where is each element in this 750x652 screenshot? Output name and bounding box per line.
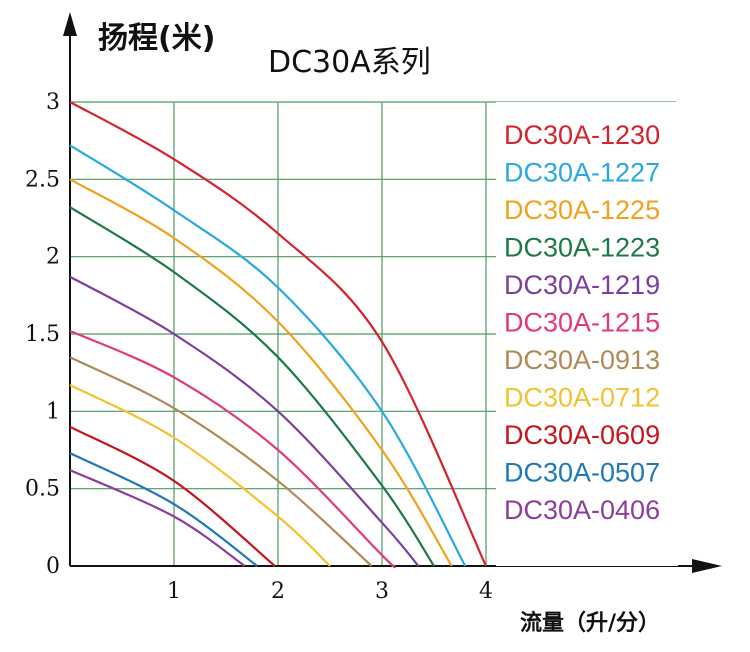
x-tick-label: 2 (271, 579, 285, 604)
series-line (69, 329, 396, 569)
y-tick-label: 0.5 (25, 477, 60, 502)
legend-entry: DC30A-1230 (504, 120, 660, 150)
series-line (69, 452, 258, 567)
series-line (69, 469, 246, 567)
legend-entry: DC30A-0609 (504, 420, 660, 450)
legend-entry: DC30A-1215 (504, 308, 660, 338)
series-line (69, 206, 435, 567)
legend-entry: DC30A-1223 (504, 233, 660, 263)
series-line (69, 275, 420, 567)
series-line (69, 144, 467, 567)
legend-entry: DC30A-1219 (504, 270, 660, 300)
legend-entry: DC30A-1227 (504, 158, 660, 188)
y-tick-label: 1.5 (25, 322, 60, 347)
y-axis-label: 扬程(米) (98, 21, 215, 56)
series-curves (69, 101, 487, 569)
legend-entry: DC30A-0712 (504, 383, 660, 413)
y-tick-label: 0 (46, 554, 60, 579)
series-line (69, 356, 373, 567)
y-axis-arrow-icon (63, 12, 77, 36)
y-tick-label: 2.5 (25, 167, 60, 192)
chart-title: DC30A系列 (268, 45, 431, 80)
legend-background (496, 102, 678, 566)
series-line (69, 178, 453, 567)
tick-labels: 1 2 3 4 0 0.5 1 1.5 2 2.5 3 (25, 90, 493, 604)
legend-entry: DC30A-0406 (504, 495, 660, 525)
legend: DC30A-1230 DC30A-1227 DC30A-1225 DC30A-1223… (504, 120, 660, 525)
y-tick-label: 3 (46, 90, 60, 115)
x-axis-label: 流量（升/分） (520, 610, 660, 636)
series-line (69, 101, 487, 567)
x-tick-label: 3 (375, 579, 389, 604)
series-line (69, 425, 276, 567)
legend-entry: DC30A-0913 (504, 345, 660, 375)
x-axis-arrow-icon (692, 559, 722, 573)
y-tick-label: 1 (46, 399, 60, 424)
y-tick-label: 2 (46, 245, 60, 270)
x-tick-label: 1 (167, 579, 181, 604)
series-line (69, 384, 331, 567)
x-tick-label: 4 (479, 579, 493, 604)
legend-entry: DC30A-0507 (504, 458, 660, 488)
legend-entry: DC30A-1225 (504, 195, 660, 225)
